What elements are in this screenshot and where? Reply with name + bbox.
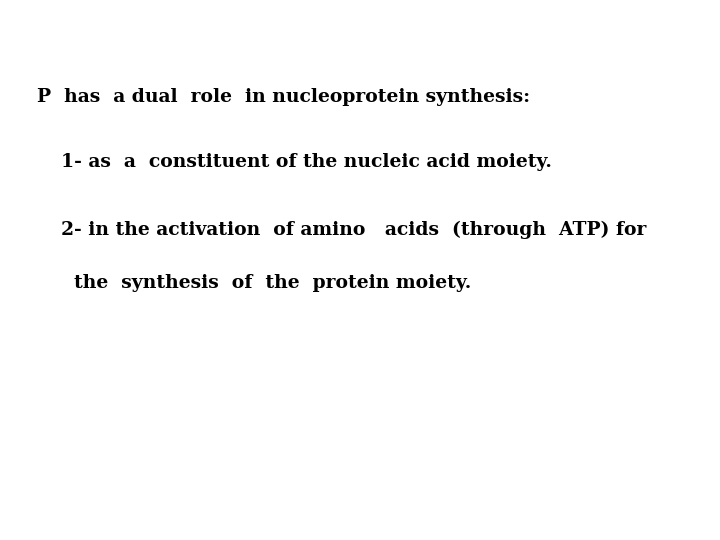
Text: P  has  a dual  role  in nucleoprotein synthesis:: P has a dual role in nucleoprotein synth… [37,88,531,106]
Text: 1- as  a  constituent of the nucleic acid moiety.: 1- as a constituent of the nucleic acid … [61,153,552,171]
Text: the  synthesis  of  the  protein moiety.: the synthesis of the protein moiety. [61,274,472,293]
Text: 2- in the activation  of amino   acids  (through  ATP) for: 2- in the activation of amino acids (thr… [61,220,647,239]
